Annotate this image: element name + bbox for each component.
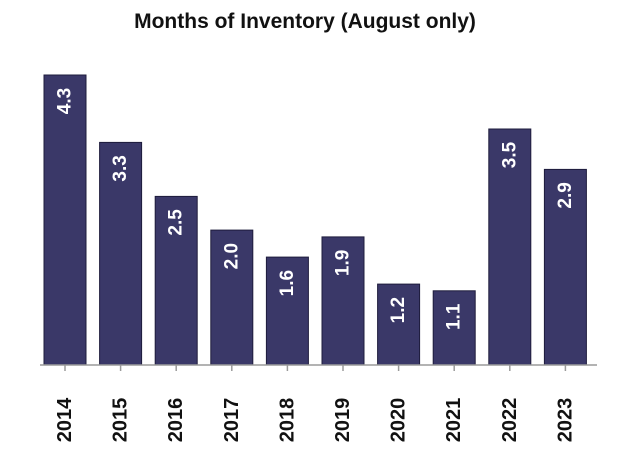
value-label-2017: 2.0 (221, 243, 242, 269)
x-tick-label-2021: 2021 (443, 398, 465, 443)
bar-2018 (265, 256, 309, 366)
x-tick-label-2023: 2023 (554, 398, 576, 443)
value-labels-layer: 4.3 3.3 2.5 2.0 1.6 1.9 1.2 1.1 3.5 2.9 (55, 88, 576, 330)
x-tick-label-2016: 2016 (165, 398, 187, 443)
value-label-2014: 4.3 (55, 88, 76, 114)
value-label-2018: 1.6 (277, 270, 298, 296)
value-label-2016: 2.5 (166, 209, 187, 236)
x-tick-label-2020: 2020 (388, 398, 410, 443)
bar-2014 (43, 74, 87, 366)
value-label-2015: 3.3 (110, 155, 131, 181)
x-tick-label-2014: 2014 (54, 397, 76, 442)
bar-2015 (99, 141, 143, 366)
value-label-2022: 3.5 (499, 141, 520, 168)
bars-layer (43, 74, 587, 366)
x-tick-label-2019: 2019 (332, 398, 354, 443)
value-label-2019: 1.9 (333, 250, 354, 276)
x-tick-label-2022: 2022 (499, 398, 521, 443)
bar-2019 (321, 236, 365, 366)
bar-2023 (543, 168, 587, 366)
bar-2022 (488, 128, 532, 366)
bar-2021 (432, 290, 476, 366)
value-label-2023: 2.9 (555, 182, 576, 208)
value-label-2021: 1.1 (444, 303, 465, 330)
bar-2020 (377, 283, 421, 366)
x-tick-label-2018: 2018 (276, 398, 298, 443)
bar-2017 (210, 229, 254, 366)
x-ticks-layer: 2014 2015 2016 2017 2018 2019 2020 2021 2022 2023 (54, 365, 576, 442)
x-tick-label-2015: 2015 (110, 398, 132, 443)
x-tick-label-2017: 2017 (221, 398, 243, 443)
value-label-2020: 1.2 (388, 297, 409, 323)
chart-title: Months of Inventory (August only) (134, 10, 476, 33)
